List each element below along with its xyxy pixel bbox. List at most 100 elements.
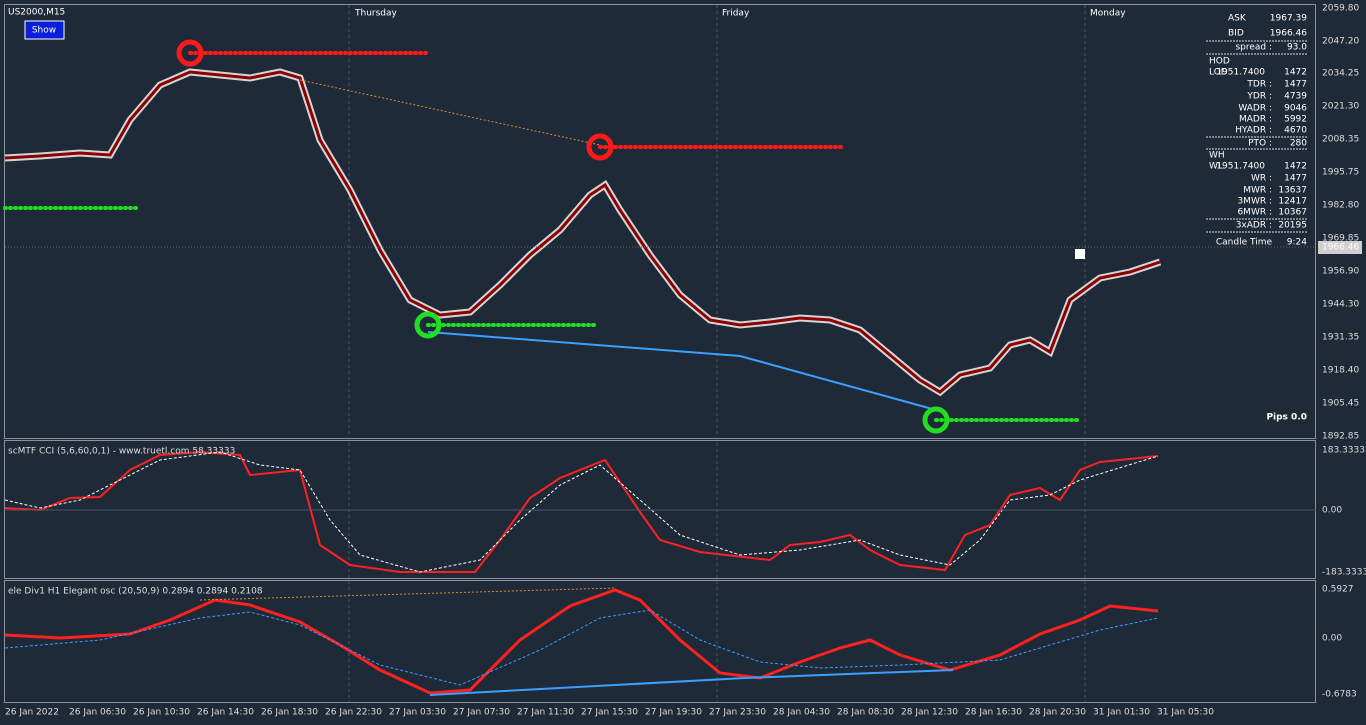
info-label: 6MWR : — [1237, 208, 1272, 218]
info-label: BID — [1228, 29, 1244, 39]
info-value: 4670 — [1284, 126, 1307, 136]
info-value: 5992 — [1284, 115, 1307, 125]
info-extra: 1472 — [1284, 68, 1307, 78]
info-value: 9:24 — [1287, 238, 1307, 248]
time-tick: 28 Jan 16:30 — [965, 708, 1022, 718]
price-tick: 1918.40 — [1322, 366, 1359, 376]
cci-signal — [4, 451, 1159, 573]
time-tick: 26 Jan 18:30 — [261, 708, 318, 718]
info-value: 12417 — [1278, 197, 1307, 207]
time-tick: 28 Jan 04:30 — [773, 708, 830, 718]
price-ribbon — [4, 68, 1162, 397]
info-label: WL — [1209, 162, 1223, 172]
time-tick: 27 Jan 19:30 — [645, 708, 702, 718]
info-value: 280 — [1290, 139, 1307, 149]
info-label: WR : — [1251, 174, 1272, 184]
price-tick: 1969.85 — [1322, 234, 1359, 244]
show-label[interactable]: Show — [32, 26, 56, 36]
info-value: 10367 — [1278, 208, 1307, 218]
cci-tick: 183.33333 — [1322, 446, 1366, 456]
price-tick: 1905.45 — [1322, 399, 1359, 409]
info-value: 1477 — [1284, 174, 1307, 184]
osc-tick: 0.5927 — [1322, 585, 1354, 595]
info-label: Candle Time — [1216, 238, 1273, 248]
pane-title: scMTF CCI (5,6,60,0,1) - www.truetl.com … — [8, 447, 235, 457]
info-label: MADR : — [1239, 115, 1272, 125]
time-tick: 31 Jan 05:30 — [1157, 708, 1214, 718]
price-tick: 2034.25 — [1322, 69, 1359, 79]
info-label: 3xADR : — [1236, 221, 1272, 231]
price-tick: 2021.30 — [1322, 102, 1359, 112]
symbol: US2000,M15 — [8, 8, 65, 18]
info-extra: 1472 — [1284, 162, 1307, 172]
info-value: 20195 — [1278, 221, 1307, 231]
price-tick: 1931.35 — [1322, 333, 1359, 343]
show-button[interactable] — [24, 20, 65, 40]
info-value: 1967.39 — [1270, 14, 1307, 24]
trend-line — [299, 79, 601, 146]
time-tick: 27 Jan 07:30 — [453, 708, 510, 718]
osc-tick: 0.00 — [1322, 634, 1342, 644]
cci-tick: 0.00 — [1322, 506, 1342, 516]
day-label: Thursday — [354, 9, 398, 19]
time-tick: 26 Jan 10:30 — [133, 708, 190, 718]
info-label: spread : — [1235, 43, 1272, 53]
signal-circles — [176, 39, 950, 434]
time-tick: 31 Jan 01:30 — [1093, 708, 1150, 718]
info-value: 1477 — [1284, 80, 1307, 90]
info-value: 13637 — [1278, 186, 1307, 196]
price-tag — [1318, 241, 1362, 254]
osc-tick: -0.6783 — [1322, 690, 1357, 700]
osc-divergence — [429, 669, 954, 696]
day-label: Friday — [722, 9, 750, 19]
time-tick: 27 Jan 15:30 — [581, 708, 638, 718]
level-dots — [3, 51, 1080, 422]
info-label: YDR : — [1246, 92, 1272, 102]
info-label: WADR : — [1238, 104, 1272, 114]
time-tick: 28 Jan 08:30 — [837, 708, 894, 718]
info-value: 1966.46 — [1270, 29, 1307, 39]
info-label: HYADR : — [1235, 126, 1272, 136]
price-tick: 1892.85 — [1322, 432, 1359, 442]
price-tick: 2059.80 — [1322, 4, 1359, 14]
info-value: 1951.7400 — [1216, 162, 1265, 172]
price-tick: 2047.20 — [1322, 37, 1359, 47]
info-label: WH — [1209, 151, 1225, 161]
osc-trend — [199, 587, 616, 601]
info-label: LOD — [1209, 68, 1228, 78]
price-tick: 1982.80 — [1322, 201, 1359, 211]
pips: Pips 0.0 — [1266, 413, 1307, 423]
cci-tick: -183.3333 — [1322, 568, 1366, 578]
info-value: 93.0 — [1287, 43, 1307, 53]
cci-line — [4, 450, 1159, 573]
price-tick: 1956.90 — [1322, 267, 1359, 277]
time-tick: 27 Jan 11:30 — [517, 708, 574, 718]
time-tick: 26 Jan 06:30 — [69, 708, 126, 718]
info-value: 4739 — [1284, 92, 1307, 102]
time-tick: 26 Jan 2022 — [5, 708, 59, 718]
marker — [1075, 249, 1085, 259]
info-value: 1951.7400 — [1216, 68, 1265, 78]
time-tick: 26 Jan 14:30 — [197, 708, 254, 718]
time-tick: 27 Jan 03:30 — [389, 708, 446, 718]
price-tick: 1995.75 — [1322, 168, 1359, 178]
info-label: PTO : — [1248, 139, 1272, 149]
divergence-line — [427, 331, 937, 411]
pane-title: ele Div1 H1 Elegant osc (20,50,9) 0.2894… — [8, 587, 263, 597]
info-label: 3MWR : — [1237, 197, 1272, 207]
current-price: 1966.46 — [1322, 243, 1359, 253]
price-tick: 2008.35 — [1322, 135, 1359, 145]
info-separators — [1206, 40, 1308, 233]
info-value: 9046 — [1284, 104, 1307, 114]
day-label: Monday — [1090, 9, 1126, 19]
info-label: TDR : — [1246, 80, 1272, 90]
info-label: ASK — [1228, 14, 1247, 24]
osc-signal — [4, 609, 1159, 686]
time-tick: 28 Jan 12:30 — [901, 708, 958, 718]
info-label: MWR : — [1243, 186, 1272, 196]
osc-line — [4, 588, 1159, 695]
price-tick: 1944.30 — [1322, 300, 1359, 310]
